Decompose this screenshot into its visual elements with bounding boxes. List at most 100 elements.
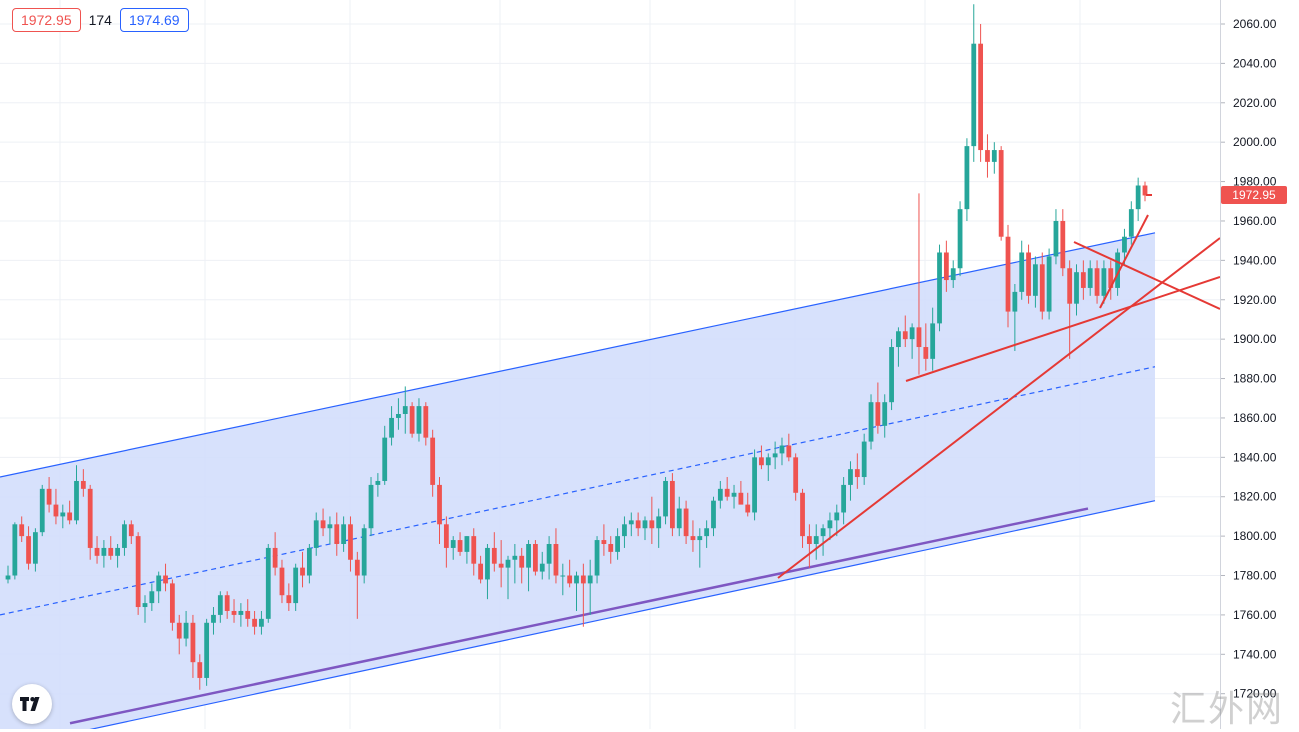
- trend-line-rising-short[interactable]: [905, 276, 1220, 382]
- candle-body: [971, 43, 977, 147]
- candle: [437, 477, 442, 544]
- candle: [279, 559, 285, 604]
- candle-body: [991, 150, 997, 162]
- candle-body: [985, 150, 990, 162]
- candle-body: [39, 488, 45, 533]
- candle-body: [313, 520, 319, 548]
- candle: [937, 244, 942, 332]
- candle: [628, 512, 634, 537]
- channel-mid-line[interactable]: [0, 366, 1156, 616]
- candle: [1033, 256, 1038, 308]
- candle: [779, 437, 785, 466]
- candle-body: [320, 520, 326, 529]
- candle-body: [1060, 220, 1066, 269]
- candle-body: [752, 457, 757, 513]
- candle-body: [471, 536, 477, 564]
- candle-body: [430, 437, 436, 485]
- candle-body: [169, 583, 175, 623]
- candle: [930, 307, 936, 371]
- price-tick-label: 1840.00: [1233, 450, 1277, 464]
- bid-price-box[interactable]: 1972.95: [12, 8, 81, 32]
- candle-body: [779, 445, 785, 454]
- candle: [354, 551, 360, 619]
- candle-body: [46, 488, 52, 505]
- candle: [690, 520, 696, 552]
- candle-body: [60, 512, 66, 517]
- ask-price-box[interactable]: 1974.69: [119, 8, 189, 32]
- candle-body: [745, 504, 751, 513]
- tradingview-logo-icon[interactable]: [12, 684, 52, 724]
- candle: [676, 496, 682, 537]
- candle-body: [978, 43, 984, 151]
- candle-body: [327, 524, 333, 529]
- candle-body: [101, 547, 107, 556]
- candle-body: [437, 484, 442, 525]
- candle-body: [519, 555, 525, 568]
- candle-body: [1033, 264, 1038, 296]
- price-tick-label: 2000.00: [1233, 135, 1277, 149]
- candle: [409, 402, 415, 438]
- candle-body: [252, 618, 257, 627]
- candle: [491, 532, 497, 572]
- candle: [950, 260, 956, 288]
- candle-body: [293, 567, 299, 604]
- candle-body: [765, 457, 771, 466]
- candle: [512, 544, 518, 584]
- channel-upper-line[interactable]: [0, 232, 1156, 478]
- candle-body: [457, 540, 463, 552]
- candle-body: [74, 480, 79, 521]
- candle-body: [902, 331, 908, 340]
- candle-body: [354, 559, 360, 576]
- candle: [389, 406, 394, 446]
- candle-body: [848, 469, 853, 485]
- candle: [902, 315, 908, 348]
- candle: [539, 551, 545, 580]
- trend-line-steep[interactable]: [1099, 214, 1149, 309]
- price-tick-label: 1860.00: [1233, 411, 1277, 425]
- candle: [478, 555, 484, 584]
- candle: [991, 142, 997, 174]
- candle: [848, 461, 853, 501]
- chart-plot-area[interactable]: [0, 0, 1220, 729]
- price-tick-label: 1820.00: [1233, 490, 1277, 504]
- candle-body: [279, 567, 285, 596]
- trend-line-falling[interactable]: [1073, 241, 1220, 310]
- tv-logo-glyph: [20, 697, 40, 711]
- candle-body: [1067, 268, 1073, 304]
- candle-body: [443, 524, 449, 548]
- channel-lower-line[interactable]: [0, 500, 1156, 729]
- candle-body: [813, 536, 819, 544]
- trend-line-rising-long[interactable]: [777, 237, 1220, 579]
- candle-body: [587, 575, 593, 584]
- candle: [1087, 260, 1093, 296]
- support-line[interactable]: [69, 507, 1089, 725]
- candle: [5, 565, 11, 584]
- candle-body: [567, 575, 573, 584]
- candle: [286, 583, 292, 611]
- price-tick-label: 1800.00: [1233, 529, 1277, 543]
- candle-body: [512, 555, 518, 560]
- candle-body: [211, 614, 216, 623]
- candle-body: [882, 402, 888, 426]
- candle: [1080, 260, 1086, 300]
- candle: [108, 536, 114, 560]
- candle: [752, 449, 757, 521]
- candle-body: [245, 610, 251, 619]
- candle: [1046, 248, 1052, 320]
- trend-lines[interactable]: [777, 194, 1220, 579]
- candle: [724, 477, 730, 501]
- candle-body: [704, 528, 710, 537]
- candle: [135, 532, 141, 615]
- candle: [711, 496, 716, 537]
- candle-body: [53, 504, 59, 517]
- candle: [649, 496, 655, 544]
- candle-body: [1094, 268, 1100, 296]
- candle-body: [1122, 236, 1127, 253]
- candle: [430, 429, 436, 497]
- candle-body: [341, 524, 347, 544]
- quote-legend[interactable]: 1972.95 174 1974.69: [12, 8, 189, 32]
- price-axis[interactable]: 2060.00 2040.00 2020.00 2000.00 1980.00 1960.…: [1220, 0, 1299, 729]
- spread-value: 174: [88, 12, 112, 28]
- candle: [87, 484, 93, 560]
